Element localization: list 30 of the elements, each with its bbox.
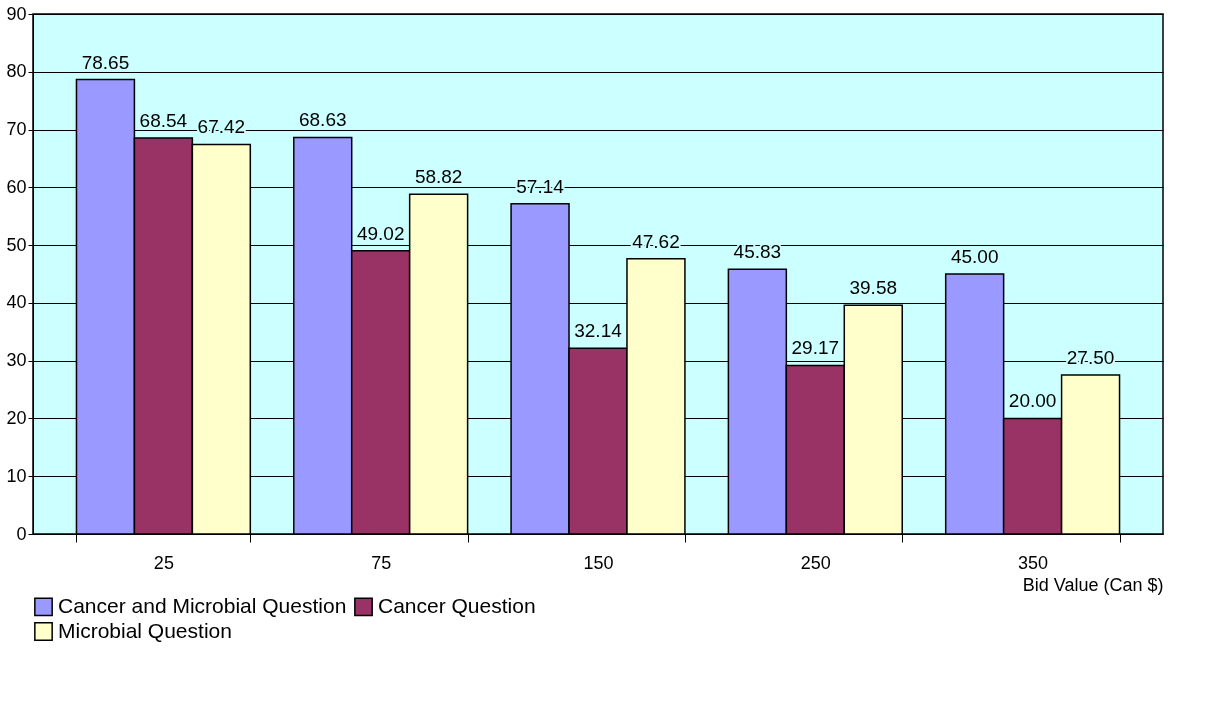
data-label: 78.65 — [81, 51, 130, 73]
legend-label: Microbial Question — [58, 618, 232, 642]
legend-label: Cancer Question — [378, 593, 536, 617]
y-tick-label: 10 — [6, 465, 27, 486]
y-tick-label: 20 — [6, 407, 27, 428]
data-label: 68.63 — [298, 109, 347, 131]
data-label: 45.00 — [950, 246, 999, 267]
data-label: 32.14 — [574, 320, 623, 342]
y-tick-label: 0 — [16, 523, 27, 544]
y-tick-label: 40 — [6, 292, 27, 313]
y-tick-label: 70 — [6, 119, 27, 140]
y-tick-label: 50 — [6, 234, 27, 255]
legend-label: Cancer and Microbial Question — [58, 593, 347, 617]
y-tick-label: 60 — [6, 176, 27, 197]
x-tick-label: 25 — [153, 552, 174, 573]
data-label: 58.82 — [414, 166, 463, 188]
x-tick-label: 350 — [1018, 552, 1049, 573]
data-label: 39.58 — [849, 277, 898, 299]
x-tick-label: 150 — [583, 552, 614, 573]
y-tick-label: 80 — [6, 61, 27, 82]
y-tick-label: 90 — [6, 3, 27, 24]
data-label: 68.54 — [139, 109, 188, 131]
data-label: 49.02 — [356, 222, 405, 244]
data-label: 29.17 — [791, 337, 840, 359]
x-tick-label: 250 — [800, 552, 831, 573]
data-label: 45.83 — [733, 241, 782, 263]
x-axis-title: Bid Value (Can $) — [1022, 574, 1164, 595]
y-tick-label: 30 — [6, 350, 27, 371]
data-label: 20.00 — [1008, 390, 1057, 412]
x-tick-label: 75 — [371, 552, 392, 573]
